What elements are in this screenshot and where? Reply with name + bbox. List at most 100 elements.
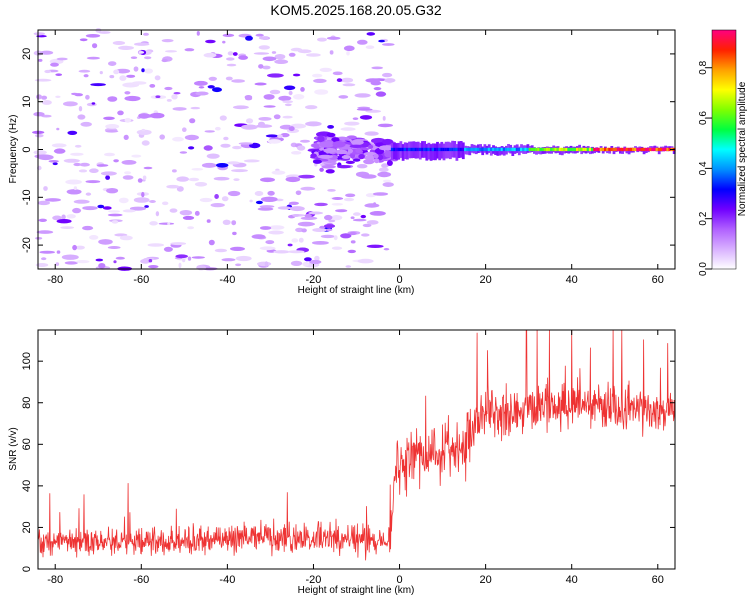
- heatmap-signal-halo: [442, 143, 446, 161]
- heatmap-noise-blob: [325, 228, 333, 232]
- heatmap-noise-blob: [258, 36, 269, 40]
- heatmap-noise-blob: [187, 256, 192, 261]
- heatmap-noise-blob: [297, 221, 315, 227]
- heatmap-signal-core: [528, 147, 532, 152]
- heatmap-noise-blob: [149, 112, 165, 119]
- heatmap-noise-blob: [284, 103, 292, 107]
- heatmap-noise-blob: [107, 213, 123, 217]
- heatmap-noise-blob: [327, 189, 336, 192]
- heatmap-transition-blob: [317, 154, 333, 159]
- heatmap-transition-blob: [384, 150, 392, 158]
- heatmap-signal-halo: [619, 148, 622, 154]
- heatmap-noise-blob: [249, 199, 253, 203]
- heatmap-noise-blob: [72, 207, 82, 214]
- heatmap-noise-blob: [122, 175, 134, 180]
- heatmap-noise-blob: [277, 206, 292, 210]
- heatmap-noise-blob: [375, 91, 387, 97]
- x-tick-label: 0: [396, 274, 402, 286]
- heatmap-signal-core: [500, 147, 504, 152]
- heatmap-noise-blob: [382, 179, 392, 183]
- heatmap-noise-blob: [189, 118, 196, 124]
- heatmap-noise-blob: [289, 206, 305, 212]
- heatmap-signal-core: [541, 147, 545, 152]
- heatmap-noise-blob: [382, 182, 394, 188]
- heatmap-noise-blob: [260, 177, 275, 183]
- heatmap-noise-blob: [201, 162, 217, 168]
- heatmap-noise-blob: [141, 128, 145, 132]
- heatmap-noise-blob: [232, 231, 237, 236]
- heatmap-signal-core: [537, 147, 541, 152]
- heatmap-noise-blob: [291, 151, 302, 155]
- heatmap-noise-blob: [131, 154, 142, 158]
- heatmap-noise-blob: [329, 50, 334, 55]
- heatmap-signal-core: [483, 147, 487, 152]
- heatmap-noise-blob: [124, 117, 132, 123]
- heatmap-signal-halo: [401, 144, 405, 161]
- heatmap-noise-blob: [166, 184, 180, 189]
- heatmap-signal-halo: [535, 148, 538, 155]
- heatmap-noise-blob: [373, 87, 382, 91]
- heatmap-noise-blob: [56, 57, 68, 61]
- heatmap-signal-halo: [395, 143, 398, 160]
- heatmap-noise-blob: [92, 43, 98, 49]
- heatmap-noise-blob: [190, 106, 201, 110]
- heatmap-signal-core: [464, 147, 467, 152]
- heatmap-noise-blob: [199, 197, 213, 203]
- x-tick-label: -20: [306, 574, 322, 586]
- heatmap-noise-blob: [338, 95, 349, 99]
- heatmap-transition-blob: [373, 153, 379, 159]
- heatmap-signal-core: [569, 147, 573, 152]
- heatmap-signal-core: [623, 147, 627, 152]
- heatmap-noise-blob: [222, 33, 235, 38]
- heatmap-signal-core: [632, 147, 635, 152]
- heatmap-noise-blob: [63, 158, 80, 163]
- heatmap-signal-core: [511, 147, 515, 152]
- heatmap-signal-halo: [558, 148, 562, 155]
- heatmap-signal-core: [498, 147, 502, 152]
- heatmap-signal-core: [442, 147, 446, 152]
- heatmap-noise-blob: [340, 233, 352, 239]
- heatmap-noise-blob: [259, 226, 272, 230]
- heatmap-noise-blob: [214, 248, 227, 253]
- heatmap-noise-blob: [222, 40, 226, 44]
- heatmap-noise-blob: [273, 114, 281, 120]
- heatmap-noise-blob: [257, 207, 274, 211]
- heatmap-noise-blob: [323, 224, 336, 229]
- heatmap-noise-blob: [258, 64, 264, 69]
- heatmap-transition-blob: [363, 151, 377, 156]
- heatmap-signal-core: [659, 147, 663, 152]
- heatmap-noise-blob: [158, 222, 175, 225]
- heatmap-noise-blob: [292, 214, 300, 217]
- heatmap-noise-blob: [173, 92, 181, 95]
- heatmap-noise-blob: [332, 197, 344, 200]
- heatmap-signal-core: [513, 147, 517, 152]
- heatmap-signal-core: [431, 147, 435, 152]
- heatmap-noise-blob: [377, 171, 392, 178]
- x-tick-label: -40: [219, 574, 235, 586]
- heatmap-signal-core: [644, 147, 648, 152]
- heatmap-noise-blob: [35, 134, 44, 138]
- heatmap-noise-blob: [100, 171, 117, 176]
- heatmap-noise-blob: [37, 200, 50, 206]
- heatmap-signal-halo: [489, 147, 493, 156]
- heatmap-noise-blob: [194, 80, 208, 86]
- heatmap-noise-blob: [277, 134, 283, 138]
- heatmap-signal-core: [496, 147, 500, 152]
- heatmap-noise-blob: [77, 114, 86, 120]
- heatmap-transition-blob: [319, 167, 324, 172]
- heatmap-noise-blob: [111, 220, 119, 224]
- heatmap-signal-core: [485, 147, 489, 152]
- heatmap-noise-blob: [89, 168, 99, 173]
- heatmap-signal-core: [421, 147, 424, 152]
- heatmap-noise-blob: [232, 145, 242, 150]
- heatmap-signal-core: [576, 147, 579, 152]
- heatmap-signal-core: [403, 147, 407, 152]
- heatmap-noise-blob: [37, 154, 54, 161]
- heatmap-noise-blob: [274, 59, 289, 64]
- heatmap-noise-blob: [331, 203, 343, 206]
- heatmap-noise-blob: [259, 246, 276, 251]
- heatmap-noise-blob: [144, 56, 152, 60]
- heatmap-signal-core: [558, 147, 562, 152]
- heatmap-noise-blob: [141, 191, 145, 198]
- heatmap-signal-core: [412, 147, 416, 152]
